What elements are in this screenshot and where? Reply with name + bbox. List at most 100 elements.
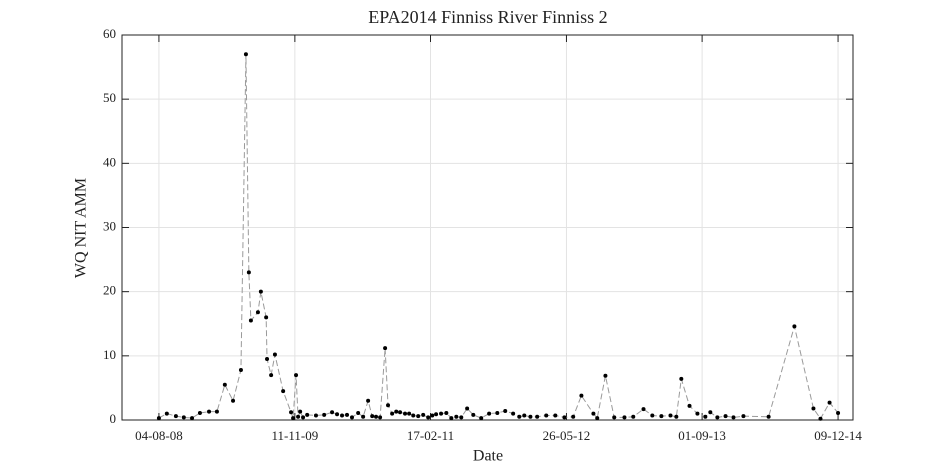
data-point	[289, 410, 294, 415]
data-point	[687, 403, 692, 408]
data-point	[579, 393, 584, 398]
data-point	[291, 416, 296, 421]
data-point	[403, 411, 408, 416]
data-point	[731, 415, 736, 420]
data-point	[246, 270, 251, 275]
data-point	[571, 414, 576, 419]
data-point	[766, 414, 771, 419]
chart-title: EPA2014 Finniss River Finniss 2	[368, 7, 607, 27]
data-point	[296, 414, 301, 419]
data-point	[631, 414, 636, 419]
data-point	[378, 415, 383, 420]
data-point	[313, 413, 318, 418]
data-point	[449, 416, 454, 421]
y-tick-label: 0	[110, 411, 117, 426]
data-point	[248, 318, 253, 323]
data-point	[407, 411, 412, 416]
data-point	[703, 414, 708, 419]
data-point	[603, 373, 608, 378]
data-point	[818, 416, 823, 421]
data-point	[517, 414, 522, 419]
x-tick-label: 17-02-11	[407, 428, 454, 443]
data-point	[836, 410, 841, 415]
data-point	[265, 357, 270, 362]
data-point	[361, 414, 366, 419]
y-tick-label: 60	[103, 26, 116, 41]
data-point	[330, 410, 335, 415]
data-point	[792, 324, 797, 329]
y-tick-label: 30	[103, 218, 116, 233]
data-point	[562, 415, 567, 420]
data-point	[650, 413, 655, 418]
x-tick-label: 26-05-12	[543, 428, 591, 443]
x-axis-label: Date	[473, 448, 503, 465]
y-axis-label: WQ NIT AMM	[73, 178, 90, 278]
data-point	[374, 414, 379, 419]
data-point	[264, 315, 269, 320]
data-point	[301, 415, 306, 420]
data-point	[595, 416, 600, 421]
data-point	[495, 410, 500, 415]
x-tick-label: 09-12-14	[814, 428, 862, 443]
data-point	[394, 409, 399, 414]
data-point	[465, 406, 470, 411]
data-point	[535, 414, 540, 419]
data-point	[207, 409, 212, 414]
data-point	[386, 403, 391, 408]
data-point	[659, 414, 664, 419]
data-point	[679, 376, 684, 381]
data-point	[591, 411, 596, 416]
data-point	[272, 352, 277, 357]
data-point	[322, 412, 327, 417]
data-point	[622, 415, 627, 420]
data-point	[383, 346, 388, 351]
data-point	[214, 409, 219, 414]
data-point	[674, 414, 679, 419]
data-point	[811, 406, 816, 411]
data-point	[173, 414, 178, 419]
data-point	[444, 410, 449, 415]
data-point	[528, 414, 533, 419]
data-point	[398, 410, 403, 415]
data-point	[553, 413, 558, 418]
data-point	[164, 411, 169, 416]
data-point	[416, 414, 421, 419]
y-tick-label: 10	[103, 347, 116, 362]
data-point	[511, 411, 516, 416]
data-point	[471, 412, 476, 417]
data-point	[190, 416, 195, 421]
data-point	[827, 400, 832, 405]
data-point	[430, 413, 435, 418]
data-point	[255, 310, 260, 315]
data-point	[479, 416, 484, 421]
data-line	[158, 54, 839, 420]
data-point	[522, 413, 527, 418]
data-point	[695, 411, 700, 416]
plot-frame	[121, 34, 854, 421]
data-point	[298, 409, 303, 414]
data-point	[258, 289, 263, 294]
data-point	[305, 412, 310, 417]
data-point	[434, 412, 439, 417]
data-point	[454, 414, 459, 419]
data-point	[335, 412, 340, 417]
data-point	[340, 413, 345, 418]
x-tick-label: 01-09-13	[678, 428, 726, 443]
data-point	[366, 398, 371, 403]
data-point	[715, 415, 720, 420]
data-point	[503, 409, 508, 414]
data-point	[439, 411, 444, 416]
data-point	[708, 410, 713, 415]
data-point	[197, 410, 202, 415]
data-point	[238, 367, 243, 372]
data-point	[487, 411, 492, 416]
data-point	[641, 407, 646, 412]
data-point	[231, 398, 236, 403]
data-point	[459, 415, 464, 420]
data-point	[243, 52, 248, 57]
data-point	[294, 373, 299, 378]
data-point	[156, 416, 161, 421]
data-point	[349, 415, 354, 420]
y-tick-label: 50	[103, 90, 116, 105]
